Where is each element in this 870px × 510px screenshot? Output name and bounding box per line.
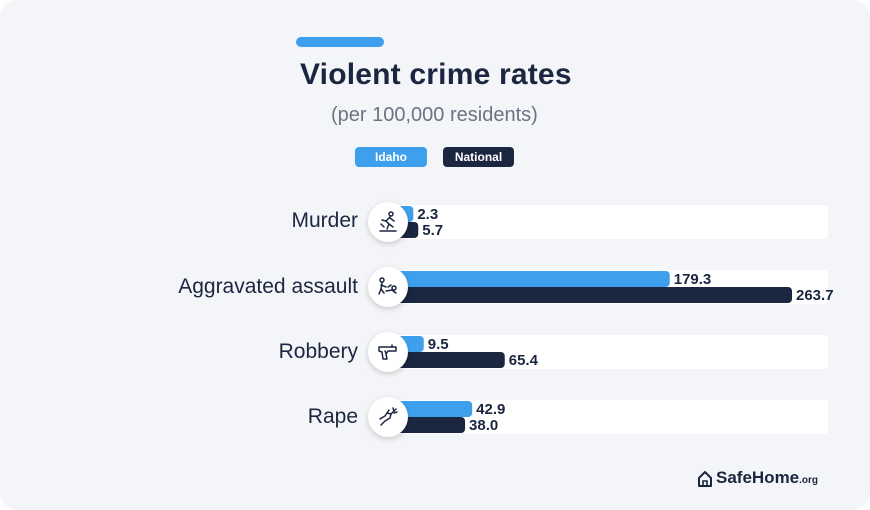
value-label-national-aggravated-assault: 263.7	[796, 287, 834, 304]
logo-brand-suffix: .org	[799, 475, 819, 486]
value-label-idaho-aggravated-assault: 179.3	[674, 271, 712, 288]
value-label-national-rape: 38.0	[469, 417, 498, 434]
bar-national-robbery	[388, 352, 505, 368]
logo-text: SafeHome.org	[716, 468, 818, 488]
category-label-rape: Rape	[307, 405, 358, 428]
legend-national: National	[443, 147, 514, 167]
value-label-idaho-robbery: 9.5	[428, 336, 449, 353]
hand-icon	[368, 397, 408, 437]
category-label-aggravated-assault: Aggravated assault	[178, 275, 358, 298]
bar-track-murder	[385, 205, 828, 239]
title-accent-bar	[296, 37, 384, 47]
house-icon	[698, 471, 712, 487]
chart-title: Violent crime rates	[300, 58, 572, 91]
value-label-national-murder: 5.7	[422, 222, 443, 239]
assault-icon	[368, 267, 408, 307]
bar-national-aggravated-assault	[388, 287, 792, 303]
bar-idaho-aggravated-assault	[388, 271, 670, 287]
category-label-robbery: Robbery	[278, 340, 358, 363]
value-label-idaho-murder: 2.3	[417, 206, 438, 223]
category-label-murder: Murder	[291, 209, 358, 232]
gun-icon	[368, 332, 408, 372]
value-label-national-robbery: 65.4	[509, 352, 539, 369]
murder-icon	[368, 202, 408, 242]
legend-idaho: Idaho	[355, 147, 427, 167]
chart-subtitle: (per 100,000 residents)	[331, 104, 538, 126]
bar-idaho-rape	[388, 401, 473, 417]
value-label-idaho-rape: 42.9	[476, 401, 505, 418]
logo-brand-name: SafeHome	[716, 468, 800, 487]
